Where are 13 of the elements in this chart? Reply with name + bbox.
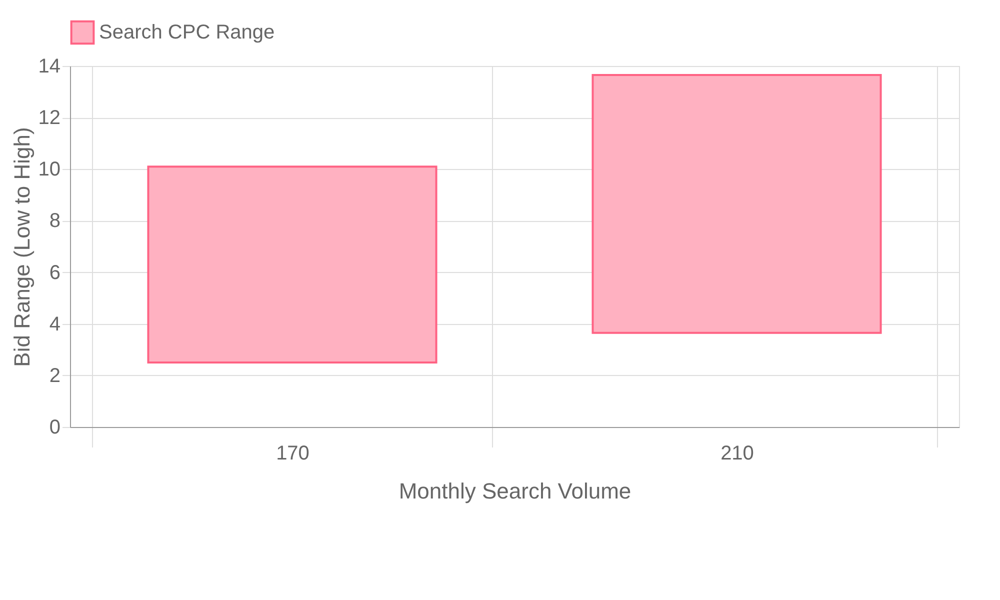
legend-label: Search CPC Range	[99, 22, 275, 44]
y-tick-label: 0	[49, 416, 60, 438]
y-tick-label: 10	[38, 158, 60, 181]
x-tick-label: 210	[720, 442, 754, 464]
y-tick-label: 2	[49, 364, 60, 387]
y-tick-label: 12	[38, 107, 60, 130]
x-tick-label: 170	[276, 442, 310, 464]
y-tick-label: 4	[49, 313, 60, 336]
y-tick-label: 8	[49, 210, 60, 232]
y-axis-title: Bid Range (Low to High)	[9, 127, 34, 367]
y-tick-label: 6	[49, 262, 60, 284]
x-axis-title: Monthly Search Volume	[398, 478, 632, 504]
y-tick-label: 14	[38, 56, 60, 78]
